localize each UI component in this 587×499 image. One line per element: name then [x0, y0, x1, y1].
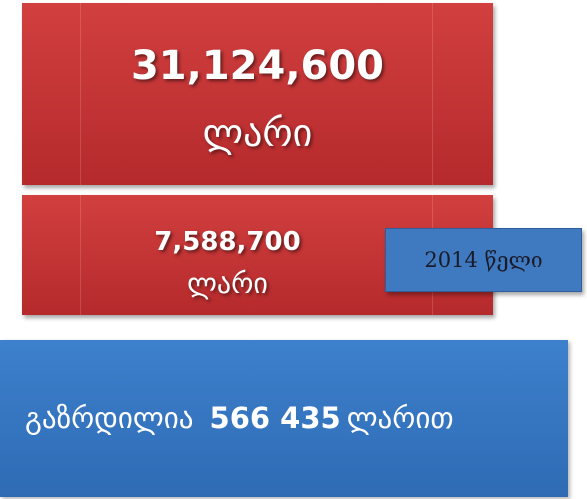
amount-box: 31,124,600 ლარი: [22, 3, 493, 185]
amount: 31,124,600: [130, 43, 385, 89]
year-label: 2014 წელი: [385, 228, 582, 292]
summary-suffix: ლარით: [346, 401, 454, 435]
amount: 7,588,700: [154, 227, 301, 257]
summary-prefix: გაზრდილია: [25, 401, 194, 435]
summary-bar: გაზრდილია 566 435 ლარით: [0, 340, 568, 497]
unit: ლარი: [202, 111, 313, 155]
summary-amount: 566 435: [209, 401, 341, 435]
unit: ლარი: [187, 267, 268, 300]
